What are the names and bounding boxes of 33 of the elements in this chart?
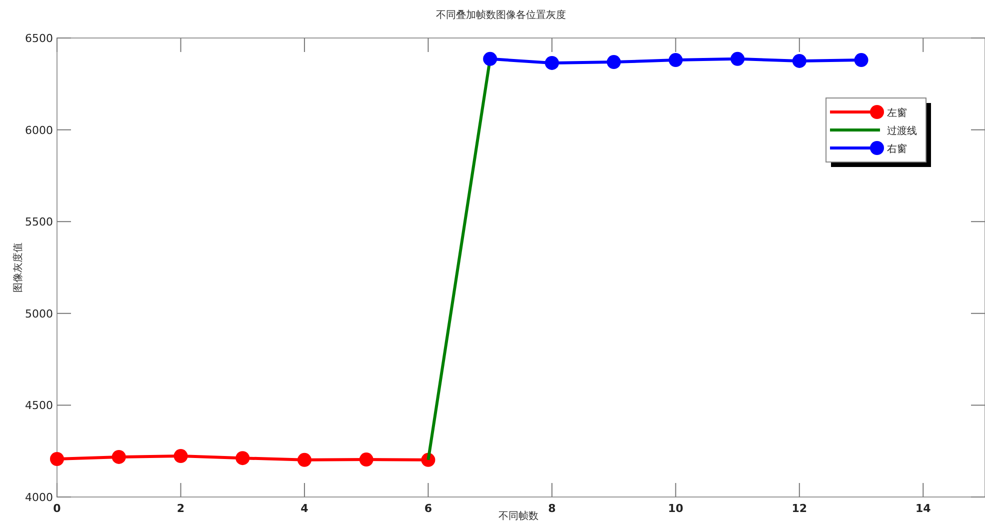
point: [544, 56, 559, 70]
legend-label: 过渡线: [887, 125, 917, 137]
x-tick-label: 8: [548, 502, 556, 515]
x-tick-label: 14: [915, 502, 932, 515]
point: [236, 451, 250, 466]
chart-title: 不同叠加帧数图像各位置灰度: [436, 9, 566, 21]
x-tick-label: 0: [53, 502, 62, 515]
x-axis-title: 不同帧数: [498, 510, 538, 522]
y-tick-label: 6000: [25, 124, 53, 137]
x-tick-label: 2: [176, 502, 185, 515]
point: [174, 449, 188, 464]
y-tick-label: 5500: [25, 216, 53, 229]
point: [483, 52, 498, 66]
x-tick-label: 12: [792, 502, 808, 515]
y-tick-label: 4500: [25, 399, 53, 412]
point: [359, 452, 374, 467]
point: [297, 452, 312, 467]
y-tick-label: 5000: [25, 307, 53, 320]
point: [730, 52, 745, 66]
y-tick-label: 6500: [25, 32, 53, 45]
x-tick-label: 4: [300, 502, 309, 515]
point: [792, 54, 806, 68]
legend-label: 左窗: [887, 107, 907, 119]
point: [112, 450, 126, 464]
point: [50, 452, 64, 466]
legend-label: 右窗: [887, 143, 907, 155]
y-tick-label: 4000: [25, 491, 53, 504]
point: [668, 53, 683, 68]
point: [606, 55, 621, 70]
x-tick-label: 10: [668, 502, 684, 515]
y-axis-title: 图像灰度值: [12, 242, 24, 292]
point: [854, 53, 868, 68]
x-tick-label: 6: [424, 502, 432, 515]
